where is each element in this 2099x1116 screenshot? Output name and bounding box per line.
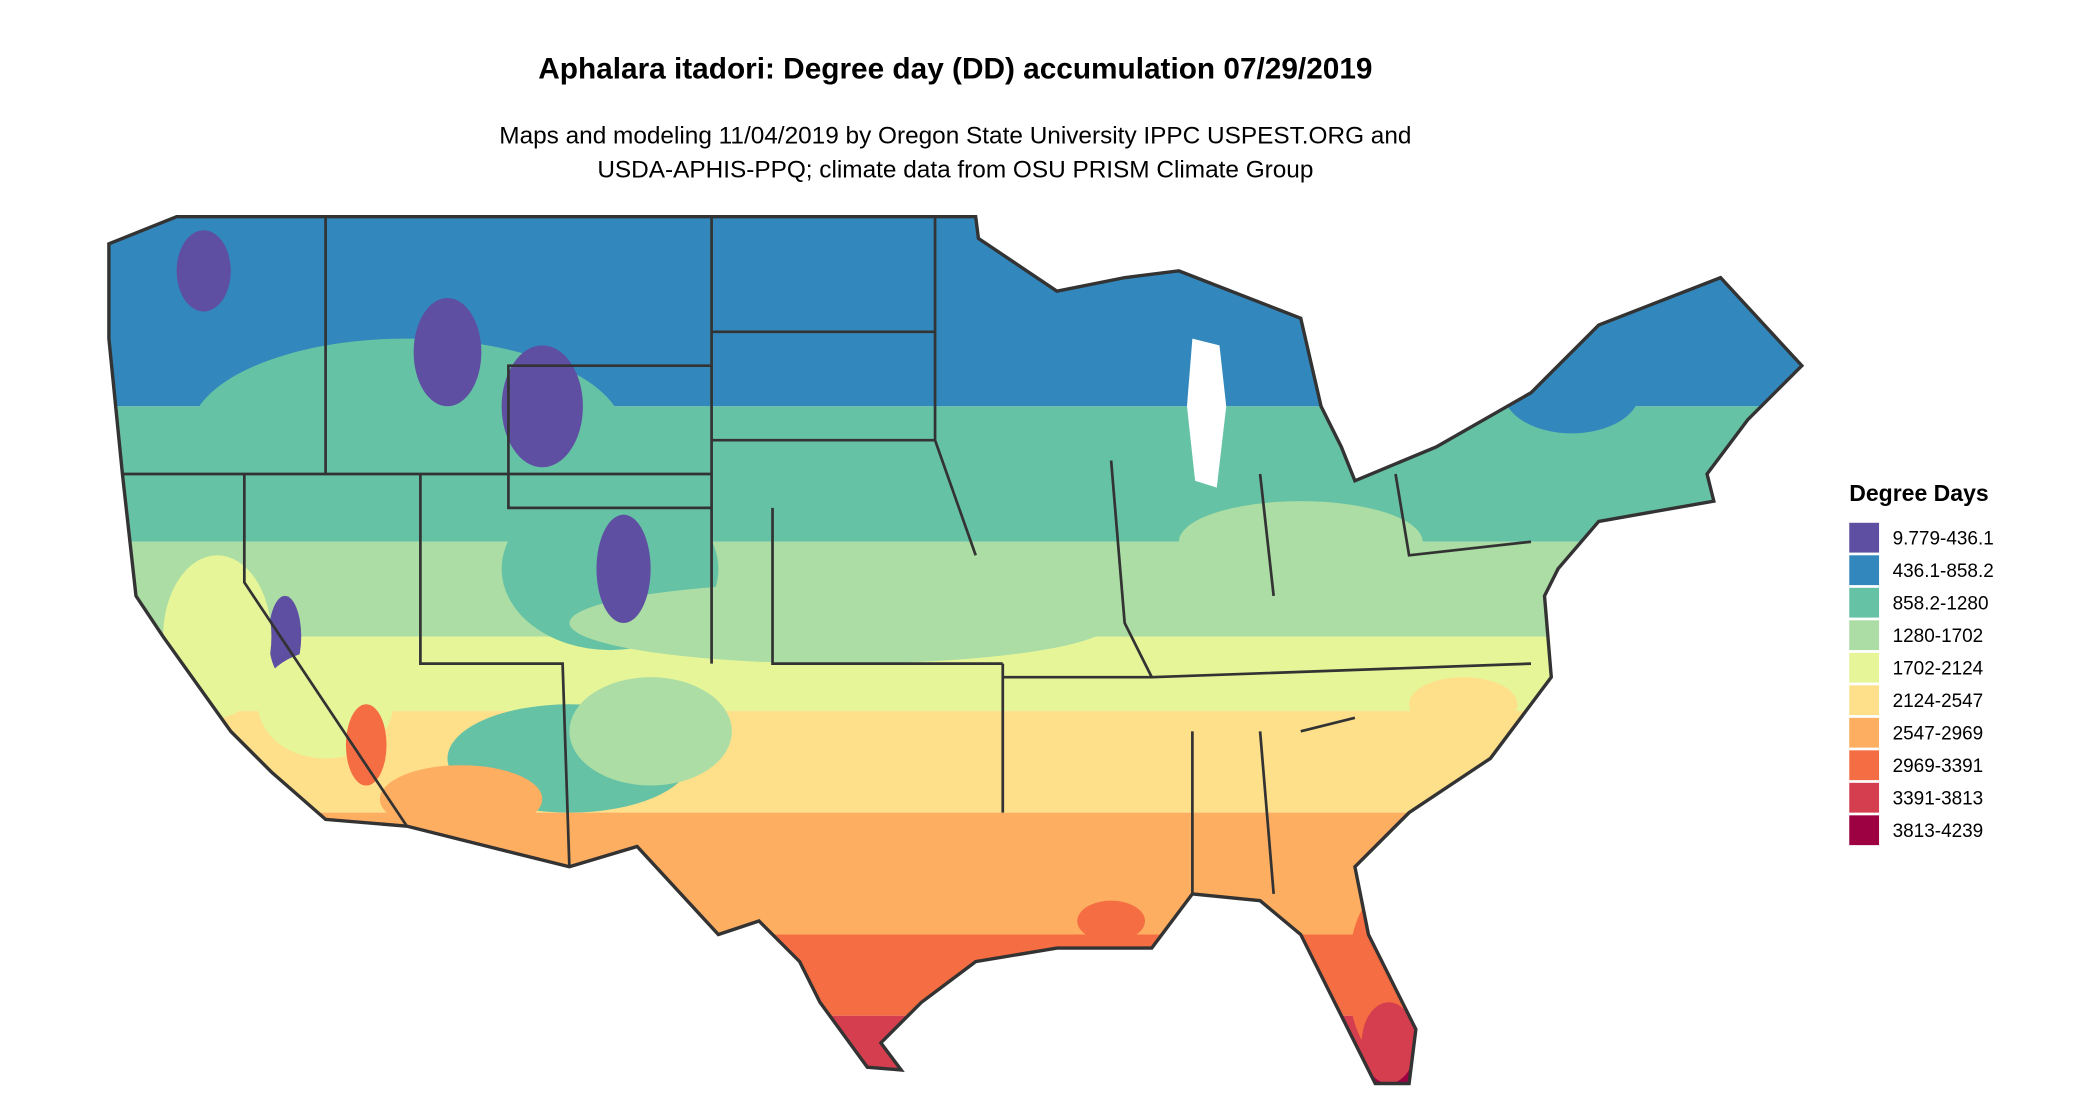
map-subtitle: Maps and modeling 11/04/2019 by Oregon S… [499, 123, 1411, 150]
legend-label: 2969-3391 [1893, 756, 1984, 777]
map-title: Aphalara itadori: Degree day (DD) accumu… [538, 53, 1372, 86]
legend-swatch [1849, 782, 1880, 813]
legend-swatch [1849, 815, 1880, 846]
legend-label: 9.779-436.1 [1893, 528, 1994, 549]
climate-band [108, 812, 1802, 935]
legend-label: 2124-2547 [1893, 691, 1984, 712]
climate-patch [1409, 677, 1518, 732]
climate-patch [1503, 352, 1640, 434]
legend-label: 436.1-858.2 [1893, 561, 1994, 582]
climate-patch [1178, 501, 1423, 583]
legend-swatch [1849, 587, 1880, 618]
climate-patch [1361, 1002, 1416, 1084]
legend-swatch [1849, 620, 1880, 651]
map-area [108, 216, 1802, 1084]
map-subtitle: USDA-APHIS-PPQ; climate data from OSU PR… [597, 156, 1313, 183]
legend-swatch [1849, 717, 1880, 748]
climate-band [108, 934, 1802, 1016]
climate-patch [379, 765, 543, 833]
climate-patch [569, 677, 732, 786]
climate-patch [163, 555, 272, 718]
legend-label: 3391-3813 [1893, 788, 1984, 809]
legend-label: 1702-2124 [1893, 658, 1984, 679]
climate-patch [413, 297, 482, 407]
climate-patch [345, 704, 387, 786]
climate-patch [596, 514, 651, 624]
legend-label: 1280-1702 [1893, 626, 1984, 647]
climate-band [108, 1015, 1802, 1070]
legend-swatch [1849, 685, 1880, 716]
legend-swatch [1849, 750, 1880, 781]
climate-patch [1077, 900, 1145, 942]
climate-band [108, 1069, 1802, 1084]
legend-swatch [1849, 555, 1880, 586]
legend-label: 858.2-1280 [1893, 593, 1989, 614]
legend: 9.779-436.1 436.1-858.2 858.2-1280 1280-170… [1849, 522, 1994, 846]
legend-label: 3813-4239 [1893, 821, 1984, 842]
lake-michigan [1186, 338, 1227, 488]
legend-title: Degree Days [1849, 480, 1988, 506]
legend-swatch [1849, 522, 1880, 553]
climate-patch [176, 230, 231, 312]
climate-patch [1707, 243, 1802, 380]
climate-patch [569, 582, 1112, 664]
legend-label: 2547-2969 [1893, 723, 1984, 744]
state-borders [122, 216, 1532, 894]
legend-swatch [1849, 652, 1880, 683]
climate-patch [501, 345, 583, 468]
